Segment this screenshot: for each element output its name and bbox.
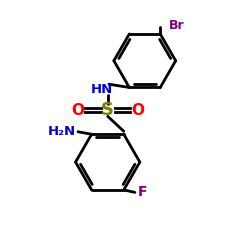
Text: O: O [72,103,85,118]
Text: H₂N: H₂N [48,125,76,138]
Text: HN: HN [90,83,113,96]
Text: S: S [101,101,114,119]
Text: F: F [137,186,147,200]
Text: O: O [131,103,144,118]
Text: Br: Br [169,19,184,32]
